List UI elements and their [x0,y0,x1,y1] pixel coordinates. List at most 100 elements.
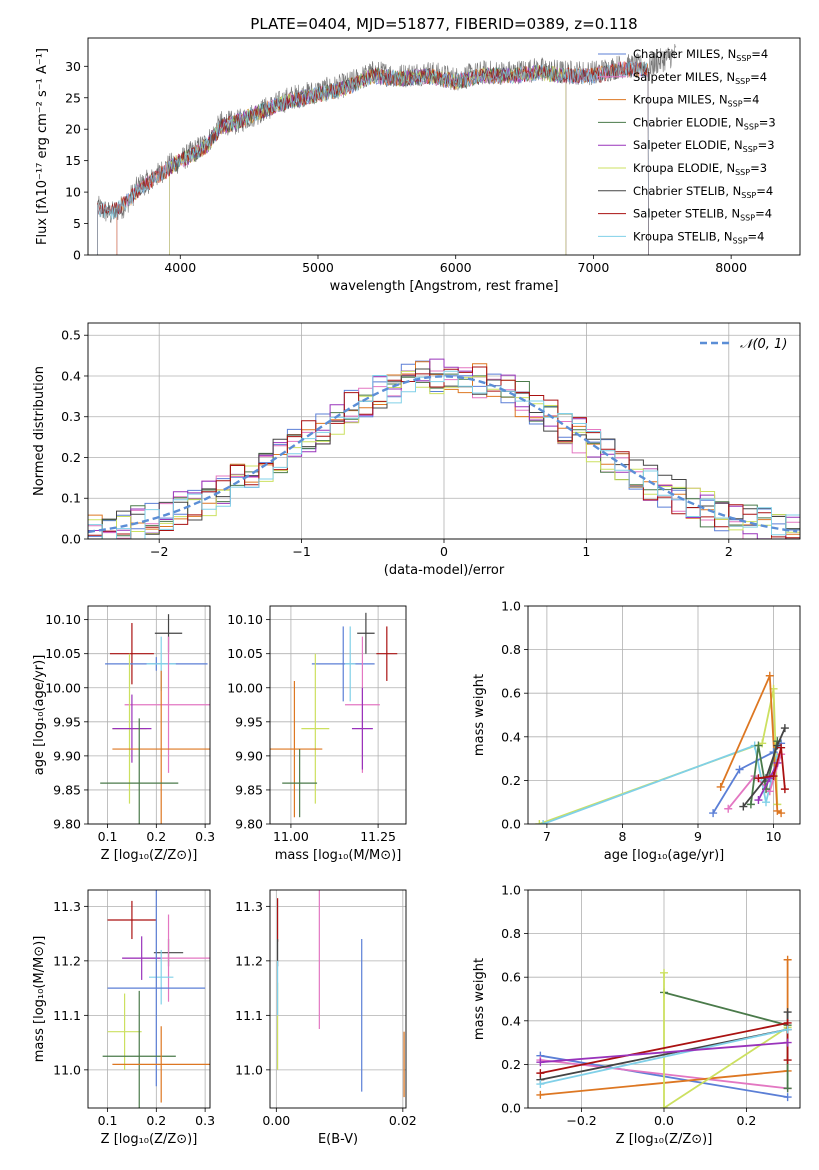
y-axis-label: Flux [fλ10⁻¹⁷ erg cm⁻² s⁻¹ A⁻¹] [35,48,50,245]
weight-marker [709,809,718,818]
y-tick-label: 0.4 [501,729,521,744]
weight-marker [783,1093,792,1102]
legend-entry: 𝒩(0, 1) [740,337,787,352]
y-axis-label: mass weight [472,674,487,756]
x-tick-label: −0.2 [566,1113,596,1128]
weight-marker [777,743,786,752]
legend-entry: Salpeter MILES, NSSP=4 [633,70,767,86]
x-tick-label: 0.1 [98,1113,118,1128]
weight-line-5 [750,740,779,805]
weight-marker [535,820,544,824]
weight-marker [735,765,744,774]
errorbar-point-8 [100,718,179,824]
y-tick-label: 0.8 [501,642,521,657]
legend-entry: Kroupa ELODIE, NSSP=3 [633,161,767,177]
legend-entry: Salpeter ELODIE, NSSP=3 [633,138,775,154]
y-tick-label: 30 [65,59,81,74]
y-tick-label: 10.05 [45,646,81,661]
weight-marker [783,1084,792,1093]
y-axis-label: age [log₁₀(age/yr)] [32,655,47,776]
plot-area [535,671,789,824]
x-tick-label: 9 [694,829,702,844]
x-tick-label: 5000 [302,260,334,275]
weight-marker [660,1104,668,1108]
panel-mass-vs-Z: 0.1 0.2 0.3 11.0 11.1 11.2 11.3 Z [log₁₀(Z/Z⊙)]… [32,889,215,1147]
weight-line-2 [719,675,782,814]
x-axis-label: wavelength [Angstrom, rest frame] [330,279,559,294]
weight-marker [660,968,668,977]
y-tick-label: 20 [65,122,81,137]
y-tick-label: 0.4 [61,368,81,383]
y-tick-label: 11.3 [235,899,263,914]
x-tick-label: 8000 [715,260,747,275]
panel-weight-vs-age: 7 8 9 10 0.0 0.2 0.4 0.6 0.8 1.0 age [log₁₀(age/yr… [472,599,801,863]
model-line-4 [169,64,567,255]
weight-marker [783,955,792,964]
plot-area [97,43,677,255]
x-axis-label: Z [log₁₀(Z/Z⊙)] [101,1132,198,1147]
x-axis-label: age [log₁₀(age/yr)] [604,848,725,863]
errorbar-point-7 [270,680,323,818]
weight-line-6 [742,727,786,808]
x-tick-label: 0.2 [146,829,166,844]
x-tick-label: 0.00 [262,1113,290,1128]
y-tick-label: 0.2 [501,1057,521,1072]
x-tick-label: 11.00 [273,829,309,844]
axes-frame [269,605,407,825]
weight-marker [777,809,786,818]
y-tick-label: 11.3 [53,899,81,914]
x-tick-label: 0.2 [146,1113,166,1128]
weight-marker [780,785,789,794]
y-tick-label: 0.2 [501,773,521,788]
model-line-3 [169,64,567,255]
y-tick-label: 1.0 [501,599,521,614]
y-tick-label: 9.95 [53,714,81,729]
weight-marker [762,798,770,807]
x-tick-label: 0.1 [98,829,118,844]
weight-line-0 [538,688,779,824]
y-tick-label: 10.00 [227,680,263,695]
x-tick-label: 7 [543,829,551,844]
y-tick-label: 0.3 [61,409,81,424]
y-tick-label: 11.2 [235,953,263,968]
errorbar-point-8 [112,1026,210,1103]
y-tick-label: 0.0 [501,817,521,832]
errorbar-point-3 [344,626,356,702]
weight-marker [783,1056,792,1065]
errorbar-point-7 [102,990,176,1108]
weight-marker [783,1038,792,1047]
errorbar-point-7 [112,670,210,824]
y-tick-label: 15 [65,153,81,168]
weight-marker [536,1058,545,1067]
y-tick-label: 0.4 [501,1013,521,1028]
legend-entry: Chabrier MILES, NSSP=4 [633,47,768,63]
axes-frame [527,889,801,1109]
plot-area [276,890,405,1098]
y-tick-label: 0.0 [61,532,81,547]
y-tick-label: 0.0 [501,1101,521,1116]
errorbar-point-6 [112,694,152,763]
x-tick-label: 0.2 [736,1113,756,1128]
errorbar-point-0 [376,626,398,681]
x-axis-label: mass [log₁₀(M/M⊙)] [275,848,402,863]
x-tick-label: 8 [618,829,626,844]
y-tick-label: 9.80 [235,817,263,832]
y-tick-label: 9.85 [235,782,263,797]
x-tick-label: 0.02 [389,1113,417,1128]
weight-marker [769,772,778,781]
weight-marker [783,1008,792,1017]
weight-marker [765,671,774,680]
y-tick-label: 9.80 [53,817,81,832]
y-tick-label: 11.2 [53,953,81,968]
y-tick-label: 9.95 [235,714,263,729]
errorbar-point-6 [107,993,142,1070]
weight-marker [536,1090,545,1099]
weight-line-1 [542,744,779,824]
legend-entry: Salpeter STELIB, NSSP=4 [633,207,772,223]
x-tick-label: 10 [766,829,782,844]
legend-entry: Kroupa MILES, NSSP=4 [633,93,759,109]
y-tick-label: 10.05 [227,646,263,661]
x-tick-label: 0.3 [195,1113,215,1128]
y-tick-label: 9.85 [53,782,81,797]
